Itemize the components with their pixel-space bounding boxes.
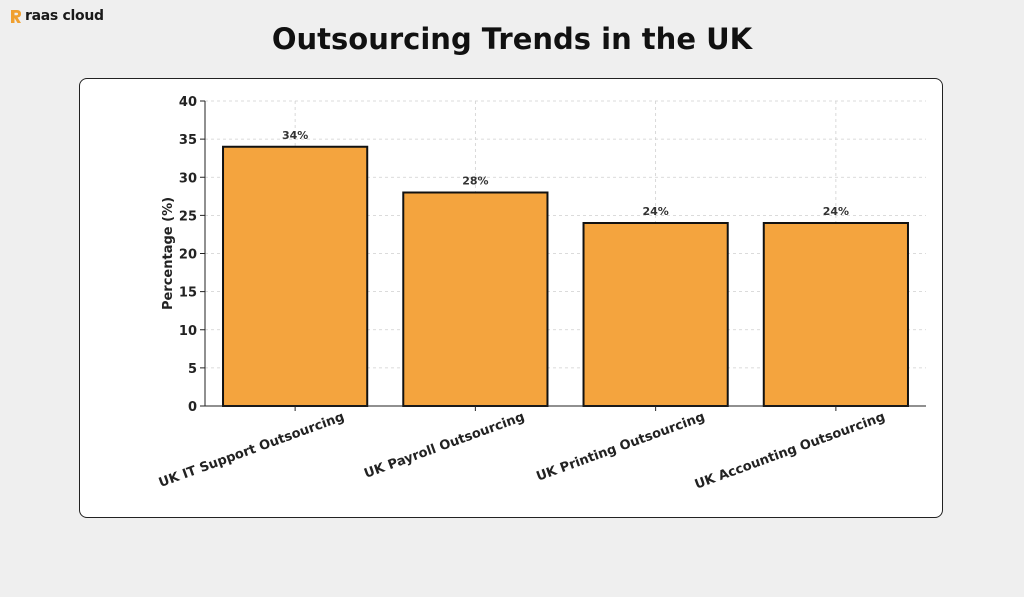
- brand-logo: raas cloud: [10, 8, 104, 24]
- y-tick-label: 5: [188, 362, 197, 377]
- y-tick-label: 10: [179, 324, 197, 339]
- bar: [222, 145, 369, 407]
- x-tick-label: UK Printing Outsourcing: [534, 410, 707, 485]
- bars: [222, 145, 909, 407]
- y-tick-label: 35: [179, 133, 197, 148]
- x-tick-label: UK Accounting Outsourcing: [693, 410, 887, 493]
- chart-card: 34% UK IT Support Outsourcing 28% UK Payrol…: [79, 78, 943, 518]
- x-tick-label: UK IT Support Outsourcing: [157, 410, 347, 491]
- axes: [200, 100, 926, 411]
- bar-chart: 34% UK IT Support Outsourcing 28% UK Payrol…: [157, 95, 926, 493]
- brand-name: raas cloud: [25, 8, 104, 24]
- y-tick-label: 25: [179, 209, 197, 224]
- bar: [402, 191, 549, 407]
- y-axis-title: Percentage (%): [161, 197, 176, 310]
- bar: [582, 222, 729, 407]
- chart-title: Outsourcing Trends in the UK: [271, 22, 753, 56]
- data-label: 24%: [642, 205, 668, 218]
- y-tick-label: 15: [179, 286, 197, 301]
- x-tick-label: UK Payroll Outsourcing: [362, 410, 526, 482]
- y-tick-label: 0: [188, 400, 197, 415]
- y-tick-label: 30: [179, 171, 197, 186]
- bar: [762, 222, 909, 407]
- y-tick-label: 20: [179, 248, 197, 263]
- data-label: 34%: [282, 129, 308, 142]
- raas-cloud-logo-icon: [11, 9, 21, 23]
- data-label: 24%: [823, 205, 849, 218]
- data-label: 28%: [462, 175, 488, 188]
- y-tick-label: 40: [179, 95, 197, 110]
